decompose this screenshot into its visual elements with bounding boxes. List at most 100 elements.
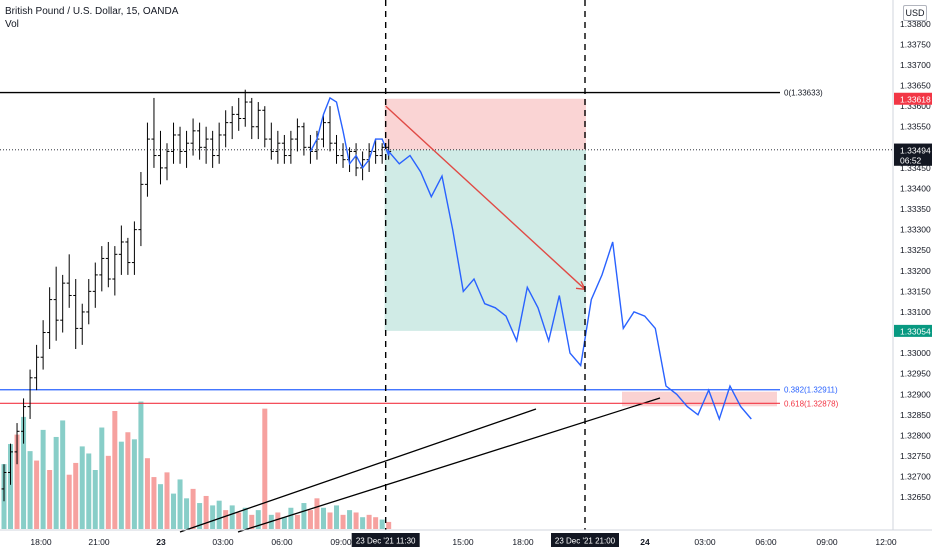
ohlc-bar	[112, 246, 118, 296]
price-axis[interactable]: 1.33800 1.33750 1.33700 1.33650 1.33600 1.335…	[892, 0, 932, 550]
volume-bar	[34, 460, 40, 529]
volume-bar	[288, 507, 294, 529]
ohlc-bar	[73, 279, 79, 349]
symbol-title[interactable]: British Pound / U.S. Dollar, 15, OANDA	[5, 6, 179, 17]
price-tick-label: 1.33700	[900, 60, 931, 70]
time-axis[interactable]: 18:00 21:00 23 03:00 06:00 09:00 15:00 18:00 24 0…	[0, 529, 932, 547]
volume-bar	[27, 451, 33, 529]
volume-bar	[164, 472, 170, 529]
trend-line[interactable]	[237, 397, 661, 533]
trend-line[interactable]	[179, 408, 537, 533]
ohlc-bar	[275, 130, 281, 164]
fib-level-label: 0.618(1.32878)	[784, 399, 839, 408]
price-tick-label: 1.32900	[900, 389, 931, 399]
time-marker-tag-bg	[551, 533, 619, 547]
ohlc-bar	[53, 266, 59, 341]
take-profit-zone[interactable]	[384, 149, 586, 331]
volume-bar	[216, 500, 222, 529]
fib-target-zone[interactable]	[622, 391, 777, 407]
volume-bar	[301, 503, 307, 529]
ohlc-bar	[125, 237, 131, 275]
volume-bar	[53, 436, 59, 529]
volume-bar	[184, 498, 190, 529]
time-tick-label: 06:00	[755, 537, 777, 547]
volume-bar	[157, 484, 163, 529]
price-tick-label: 1.33600	[900, 101, 931, 111]
ohlc-bar	[288, 130, 294, 164]
ohlc-bar	[223, 110, 229, 148]
time-tick-label: 12:00	[875, 537, 897, 547]
ohlc-bar	[118, 225, 124, 275]
price-tick-label: 1.32700	[900, 472, 931, 482]
ohlc-bar	[144, 122, 150, 197]
volume-bar	[125, 432, 131, 529]
volume-bar	[197, 503, 203, 529]
volume-bar	[47, 470, 53, 529]
volume-bar	[340, 514, 346, 529]
projected-price-path[interactable]	[309, 96, 752, 422]
volume-bar	[138, 401, 144, 529]
ohlc-bar	[229, 106, 235, 140]
price-tick-label: 1.32650	[900, 492, 931, 502]
ohlc-bar	[210, 130, 216, 168]
ohlc-bar	[340, 143, 346, 168]
ohlc-bar	[34, 344, 40, 391]
volume-bar	[79, 446, 85, 529]
ohlc-bar	[27, 369, 33, 419]
time-tick-label: 09:00	[816, 537, 838, 547]
currency-button[interactable]: USD	[903, 5, 927, 21]
time-marker-tag-label: 23 Dec '21 21:00	[555, 537, 616, 546]
ohlc-bar	[236, 97, 242, 131]
ohlc-bar	[301, 122, 307, 156]
ohlc-bar	[14, 423, 20, 465]
time-tick-label: 18:00	[30, 537, 52, 547]
price-tick-label: 1.32750	[900, 451, 931, 461]
time-tick-label: 18:00	[512, 537, 534, 547]
time-tick-label: 21:00	[88, 537, 110, 547]
price-tick-label: 1.33350	[900, 204, 931, 214]
price-tag-label: 1.33618	[900, 94, 931, 104]
volume-bar	[177, 479, 183, 529]
volume-bar	[307, 510, 313, 529]
price-tick-label: 1.32800	[900, 430, 931, 440]
volume-bar	[99, 427, 105, 529]
volume-bar	[314, 498, 320, 529]
volume-bar	[112, 411, 118, 529]
ohlc-bar	[262, 106, 268, 148]
volume-bar	[14, 434, 20, 529]
volume-bar	[229, 505, 235, 529]
time-tick-label: 15:00	[452, 537, 474, 547]
ohlc-bar	[86, 279, 92, 325]
price-tick-label: 1.33800	[900, 19, 931, 29]
ohlc-bar	[164, 143, 170, 181]
resistance-label: 0(1.33633)	[784, 89, 823, 98]
volume-bar	[386, 521, 392, 529]
price-tag-bg	[894, 153, 932, 166]
volume-bar	[105, 455, 111, 529]
price-tick-label: 1.33650	[900, 81, 931, 91]
chart-legend: British Pound / U.S. Dollar, 15, OANDA V…	[5, 5, 178, 31]
price-axis-bg	[893, 0, 932, 550]
volume-bar	[353, 512, 359, 529]
ohlc-bar	[151, 97, 157, 168]
volume-bar	[86, 453, 92, 529]
volume-indicator-label[interactable]: Vol	[5, 19, 19, 30]
volume-bar	[255, 510, 261, 529]
price-tick-label: 1.33100	[900, 307, 931, 317]
projection-arrow[interactable]	[385, 105, 586, 290]
price-tag-label: 1.33054	[900, 326, 931, 336]
volume-bar	[131, 439, 137, 529]
volume-bars	[1, 401, 392, 529]
volume-bar	[249, 514, 255, 529]
price-tag-bg	[894, 92, 932, 105]
price-tick-label: 1.33250	[900, 245, 931, 255]
volume-bar	[320, 507, 326, 529]
price-tag-label: 1.33494	[900, 145, 931, 155]
price-tick-label: 1.33750	[900, 39, 931, 49]
plot-area[interactable]: 0(1.33633) 0.382(1.32911) 0.618(1.32878)	[0, 0, 893, 533]
volume-bar	[210, 505, 216, 529]
ohlc-bar	[216, 122, 222, 164]
volume-bar	[203, 495, 209, 529]
stop-loss-zone[interactable]	[384, 98, 586, 150]
